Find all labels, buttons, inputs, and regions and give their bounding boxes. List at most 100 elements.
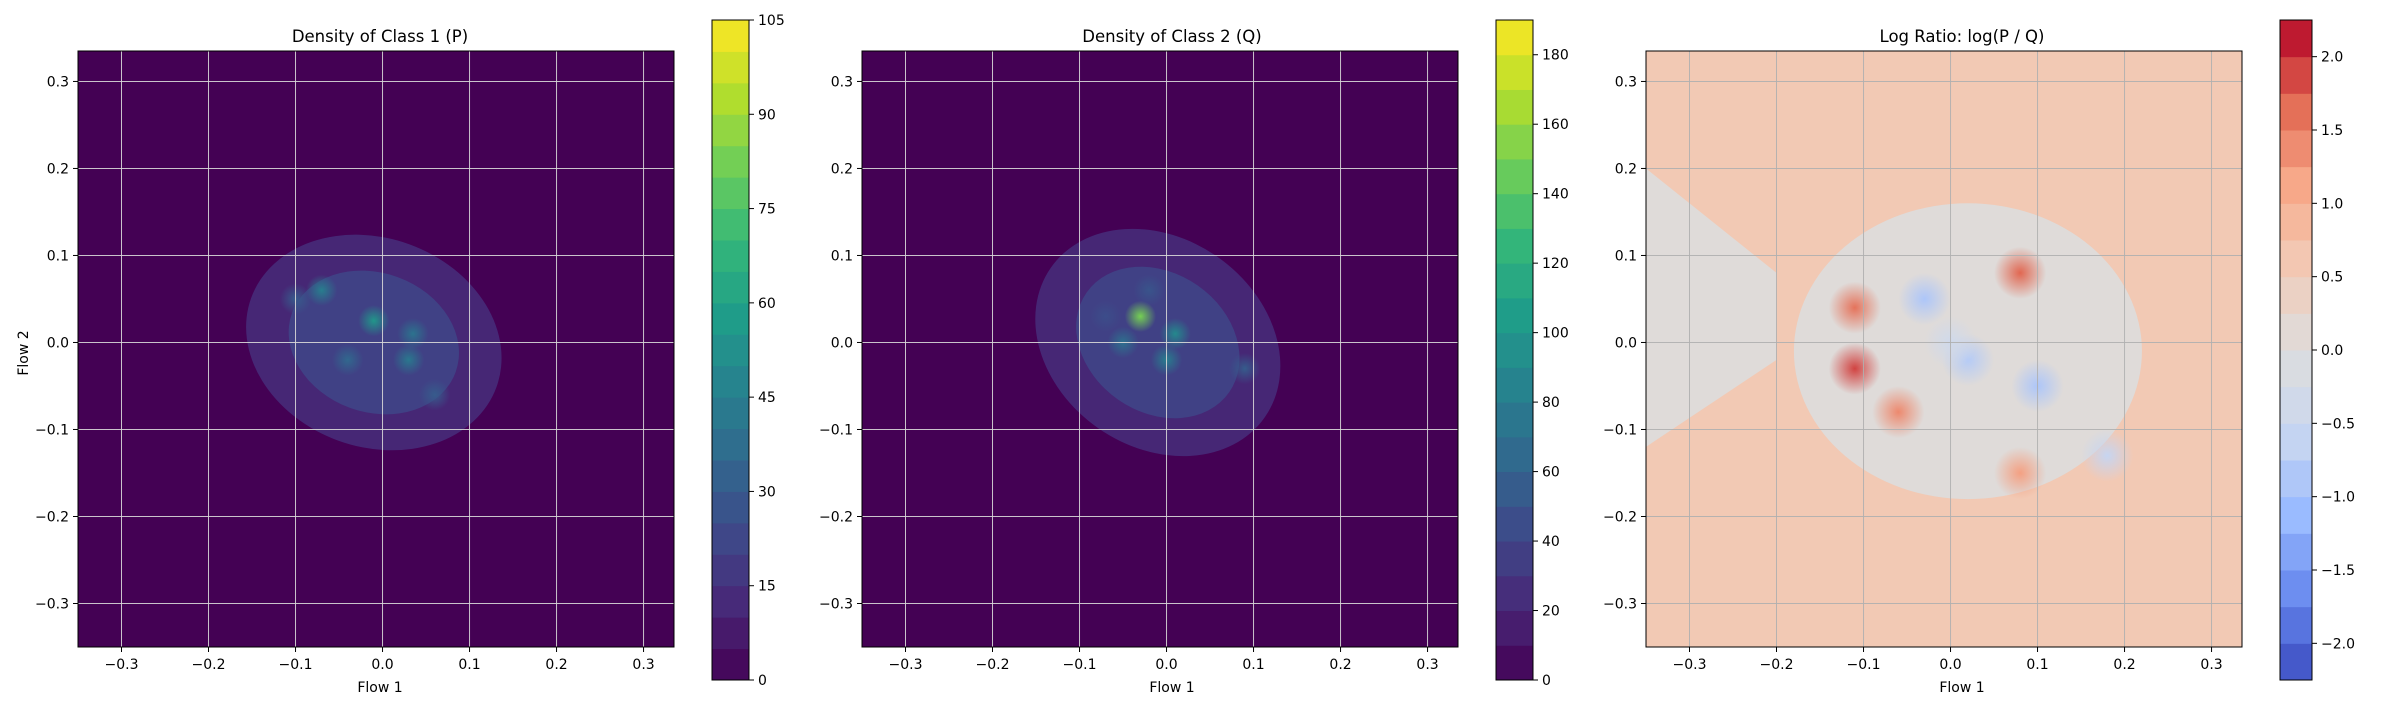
colorbar-band <box>712 648 749 681</box>
colorbar-band <box>712 240 749 272</box>
colorbar-band <box>712 208 749 241</box>
colorbar-band <box>1496 541 1533 577</box>
hotspot <box>419 379 451 411</box>
colorbar-band <box>1496 436 1533 473</box>
x-tick-label: 0.2 <box>1329 657 1351 673</box>
colorbar-band <box>2280 460 2312 498</box>
y-tick-label: 0.0 <box>831 335 853 351</box>
colorbar-tick-label: 160 <box>1542 117 1569 133</box>
colorbar-tick-label: 100 <box>1542 326 1569 342</box>
x-tick-label: 0.2 <box>545 657 567 673</box>
colorbar-band <box>2280 276 2312 314</box>
colorbar-band <box>1496 193 1533 229</box>
colorbar-tick-label: 0.0 <box>2321 343 2343 359</box>
x-tick-label: −0.1 <box>279 657 313 673</box>
colorbar-tick-label: −2.0 <box>2321 636 2355 652</box>
hotspot <box>1229 352 1261 385</box>
x-tick-label: 0.3 <box>632 657 654 673</box>
x-tick-label: −0.2 <box>192 657 226 673</box>
y-tick-label: −0.1 <box>35 422 69 438</box>
colorbar-band <box>712 334 749 367</box>
colorbar-band <box>2280 533 2312 571</box>
colorbar-band <box>712 491 749 524</box>
y-tick-label: 0.3 <box>1615 74 1637 90</box>
hotspot <box>358 305 390 337</box>
colorbar-band <box>2280 423 2312 461</box>
x-tick-label: −0.2 <box>976 657 1010 673</box>
y-tick-label: 0.1 <box>1615 248 1637 264</box>
plot-frame <box>77 50 675 648</box>
colorbar-tick-label: 180 <box>1542 48 1569 64</box>
hotspot <box>1994 246 2047 299</box>
colorbar-band <box>712 585 749 618</box>
colorbar-band <box>2280 313 2312 351</box>
colorbar-band <box>712 145 749 178</box>
colorbar-band <box>2280 386 2312 424</box>
y-tick-label: 0.1 <box>831 248 853 264</box>
colorbar-band <box>2280 93 2312 131</box>
colorbar-band <box>712 460 749 492</box>
panel-class1-density: Density of Class 1 (P) −0.3 −0.2 −0.1 0.0 0.… <box>16 13 785 696</box>
y-tick-label: 0.3 <box>831 74 853 90</box>
x-tick-label: −0.2 <box>1760 657 1794 673</box>
colorbar-band <box>1496 645 1533 681</box>
y-tick-label: −0.2 <box>819 509 853 525</box>
hotspot <box>1828 281 1881 334</box>
x-tick-label: −0.3 <box>1673 657 1707 673</box>
colorbar-band <box>1496 367 1533 403</box>
hotspot <box>1872 385 1925 439</box>
colorbar-tick-label: 0 <box>758 673 767 689</box>
colorbar-band <box>712 428 749 461</box>
colorbar-tick-label: 30 <box>758 484 776 500</box>
plot-frame <box>1645 50 2243 648</box>
y-tick-label: 0.2 <box>47 161 69 177</box>
colorbar-tick-label: −1.0 <box>2321 490 2355 506</box>
y-tick-label: −0.1 <box>819 422 853 438</box>
x-axis-label: Flow 1 <box>1939 680 1984 696</box>
colorbar-band <box>712 20 749 52</box>
colorbar-band <box>1496 610 1533 646</box>
panel-class2-density: Density of Class 2 (Q) −0.3 −0.2 −0.1 0.0 0.… <box>819 19 1569 696</box>
x-tick-label: 0.3 <box>2200 657 2222 673</box>
hotspot <box>332 344 364 376</box>
colorbar-band <box>1496 575 1533 612</box>
x-tick-label: 0.3 <box>1416 657 1438 673</box>
colorbar-band <box>1496 332 1533 368</box>
hotspot <box>305 274 338 306</box>
colorbar-tick-label: 1.0 <box>2321 196 2343 212</box>
chart-title: Log Ratio: log(P / Q) <box>1880 27 2045 46</box>
colorbar: 105 90 75 60 45 30 15 0 <box>711 13 785 689</box>
plot-area: −0.3 −0.2 −0.1 0.0 0.1 0.2 0.3 0.3 0.2 0.1 0.0 −0.1… <box>1603 50 2243 673</box>
colorbar-tick-label: 40 <box>1542 534 1560 550</box>
colorbar-band <box>1496 402 1533 438</box>
colorbar-band <box>2280 606 2312 644</box>
colorbar-band <box>712 177 749 210</box>
colorbar: 180 160 140 120 100 80 60 40 20 0 <box>1495 19 1569 689</box>
colorbar-frame <box>1495 19 1534 681</box>
colorbar-band <box>2280 570 2312 608</box>
y-tick-label: −0.3 <box>819 596 853 612</box>
colorbar-tick-label: 60 <box>758 296 776 312</box>
chart-title: Density of Class 1 (P) <box>292 27 468 46</box>
colorbar-band <box>1496 297 1533 334</box>
colorbar-band <box>1496 89 1533 125</box>
plot-frame <box>861 50 1459 648</box>
colorbar: 2.0 1.5 1.0 0.5 0.0 −0.5 −1.0 −1.5 −2.0 <box>2279 19 2355 681</box>
y-tick-label: 0.0 <box>47 335 69 351</box>
hotspot <box>392 344 425 376</box>
hotspot <box>1089 300 1122 333</box>
plot-area: −0.3 −0.2 −0.1 0.0 0.1 0.2 0.3 0.3 0.2 0.1 0.0 −0.1… <box>819 50 1459 673</box>
colorbar-band <box>1496 471 1533 507</box>
colorbar-band <box>1496 506 1533 542</box>
colorbar-band <box>2280 643 2312 681</box>
y-tick-label: 0.0 <box>1615 335 1637 351</box>
colorbar-tick-label: 0.5 <box>2321 270 2343 286</box>
colorbar-band <box>712 554 749 587</box>
colorbar-tick-label: 80 <box>1542 395 1560 411</box>
y-tick-label: 0.2 <box>831 161 853 177</box>
x-tick-label: −0.3 <box>889 657 923 673</box>
y-tick-label: 0.1 <box>47 248 69 264</box>
colorbar-band <box>1496 20 1533 56</box>
